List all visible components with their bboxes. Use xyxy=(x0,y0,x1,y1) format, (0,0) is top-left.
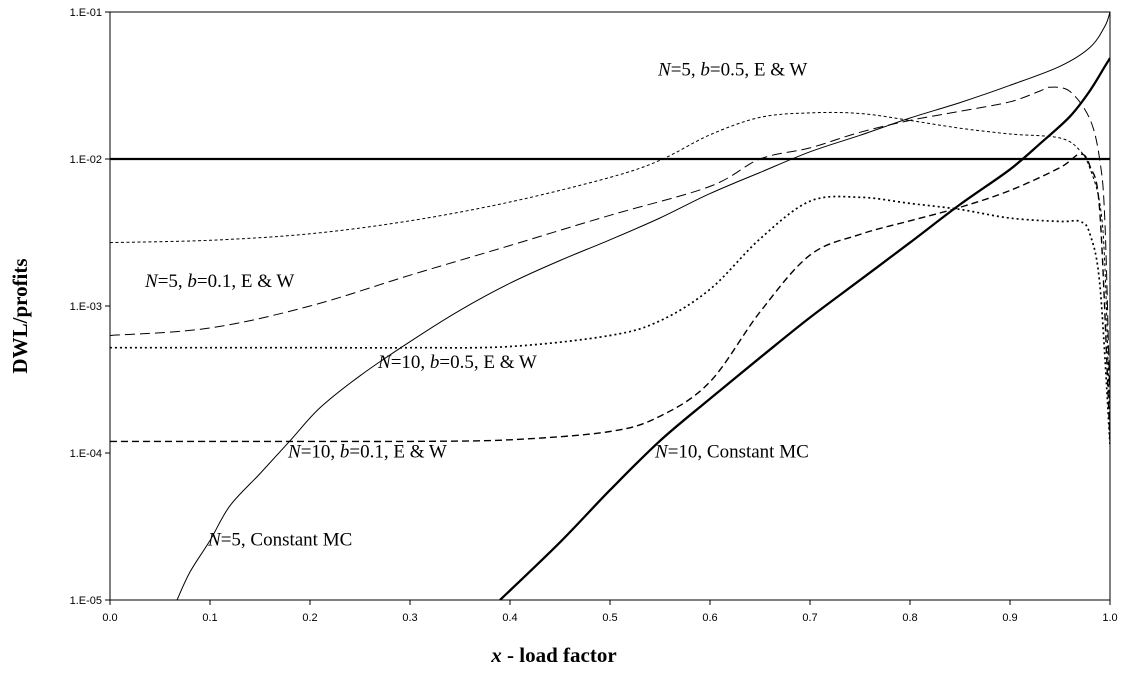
series-line-3 xyxy=(499,57,1110,600)
annotation-layer: N=5, b=0.5, E & W N=5, b=0.1, E & W N=10, … xyxy=(144,59,809,550)
x-tick-label: 0.8 xyxy=(902,612,917,624)
x-tick-label: 0.4 xyxy=(502,612,517,624)
x-tick-label: 0.1 xyxy=(202,612,217,624)
x-axis-title-rest: - load factor xyxy=(502,643,617,667)
x-axis-title: x - load factor xyxy=(490,643,616,667)
y-axis-title: DWL/profits xyxy=(8,258,32,373)
x-tick-label: 1.0 xyxy=(1102,612,1117,624)
y-tick-label: 1.E-05 xyxy=(70,595,102,607)
annotation-3: N=10, b=0.5, E & W xyxy=(377,352,537,373)
series-line-4 xyxy=(110,111,1110,434)
x-tick-label: 0.2 xyxy=(302,612,317,624)
plot-area xyxy=(109,11,1111,601)
x-tick-label: 0.0 xyxy=(102,612,117,624)
annotation-2: N=5, b=0.1, E & W xyxy=(144,271,294,292)
x-tick-label: 0.5 xyxy=(602,612,617,624)
series-group xyxy=(110,12,1110,600)
y-tick-label: 1.E-04 xyxy=(70,448,102,460)
series-layer xyxy=(110,12,1110,600)
x-axis-title-var: x xyxy=(490,643,502,667)
x-axis: 0.0 0.1 0.2 0.3 0.4 0.5 0.6 0.7 0.8 0.9 1.0 xyxy=(102,600,1118,624)
series-line-7 xyxy=(110,153,1110,443)
y-tick-label: 1.E-01 xyxy=(70,7,102,19)
annotation-5: N=10, Constant MC xyxy=(654,442,809,463)
y-tick-label: 1.E-02 xyxy=(70,154,102,166)
plot-border xyxy=(109,11,1111,601)
annotation-4: N=10, b=0.1, E & W xyxy=(287,442,447,463)
x-tick-label: 0.9 xyxy=(1002,612,1017,624)
x-tick-label: 0.3 xyxy=(402,612,417,624)
x-tick-label: 0.7 xyxy=(802,612,817,624)
annotation-6: N=5, Constant MC xyxy=(207,529,352,550)
y-tick-label: 1.E-03 xyxy=(70,301,102,313)
series-line-5 xyxy=(110,86,1110,409)
y-axis: 1.E-05 1.E-04 1.E-03 1.E-02 1.E-01 xyxy=(70,7,110,607)
x-tick-label: 0.6 xyxy=(702,612,717,624)
series-line-6 xyxy=(110,195,1110,445)
annotation-1: N=5, b=0.5, E & W xyxy=(657,59,807,80)
series-line-2 xyxy=(176,12,1110,600)
